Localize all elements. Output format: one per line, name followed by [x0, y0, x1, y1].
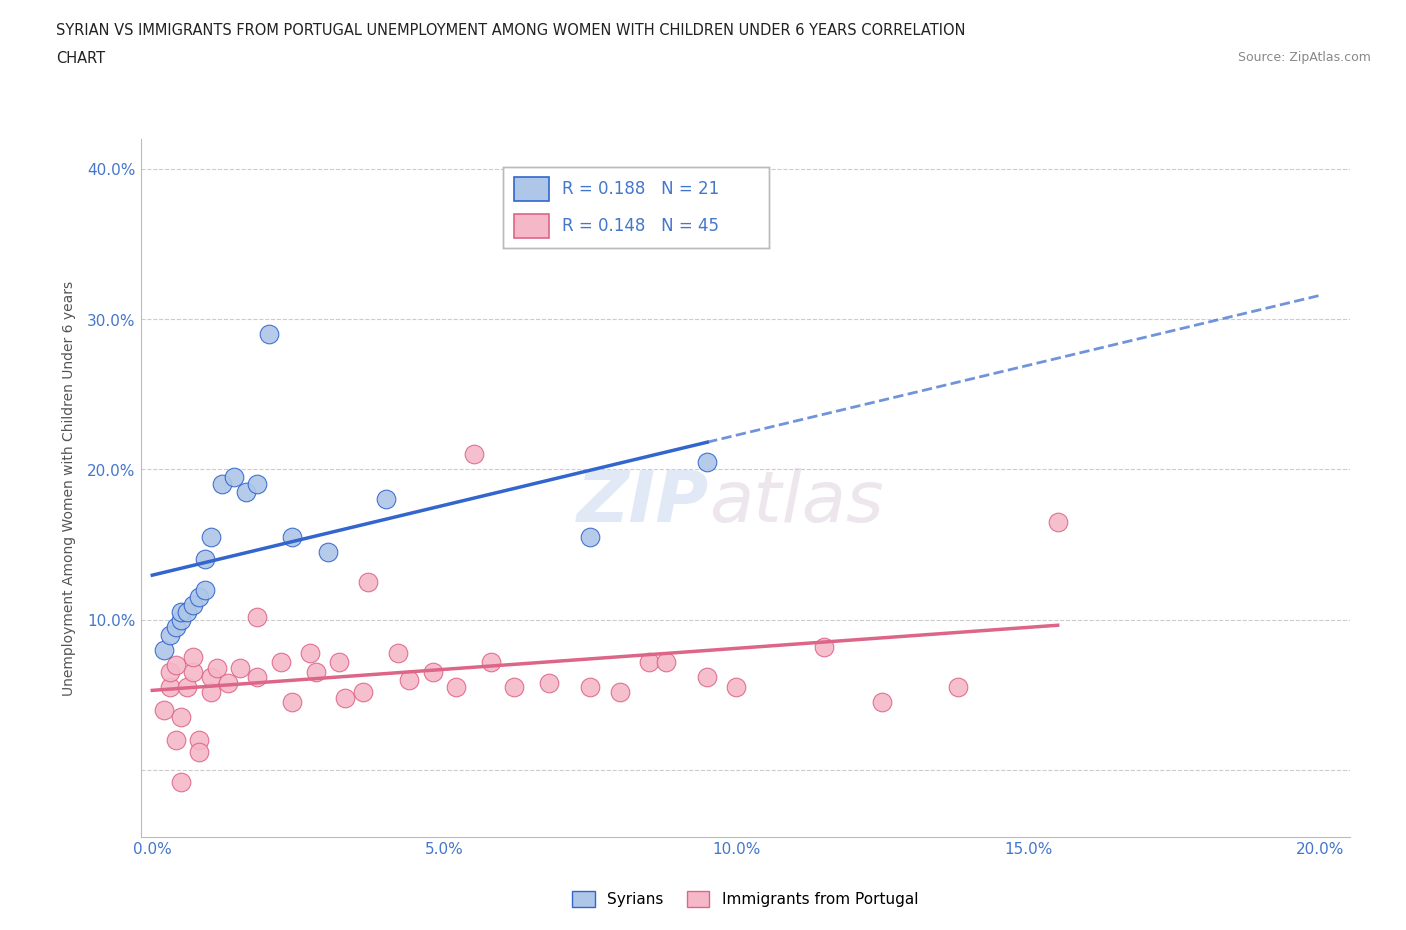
- Point: [159, 665, 181, 680]
- Point: [170, 604, 193, 619]
- Point: [159, 627, 181, 642]
- Point: [387, 645, 409, 660]
- Point: [257, 327, 280, 342]
- Point: [188, 744, 211, 759]
- Point: [298, 645, 321, 660]
- Point: [655, 654, 678, 669]
- Point: [170, 612, 193, 627]
- Point: [696, 669, 718, 684]
- Point: [170, 774, 193, 789]
- Point: [217, 675, 239, 690]
- Point: [503, 680, 526, 695]
- Point: [200, 529, 222, 544]
- Point: [725, 680, 748, 695]
- Point: [305, 665, 328, 680]
- Point: [205, 660, 228, 675]
- Point: [872, 695, 894, 710]
- Point: [235, 485, 257, 499]
- Point: [170, 710, 193, 724]
- Point: [194, 552, 217, 567]
- Point: [188, 732, 211, 747]
- Point: [165, 619, 187, 634]
- Text: Source: ZipAtlas.com: Source: ZipAtlas.com: [1237, 51, 1371, 64]
- Text: ZIP: ZIP: [576, 468, 709, 537]
- Y-axis label: Unemployment Among Women with Children Under 6 years: Unemployment Among Women with Children U…: [62, 281, 76, 696]
- Point: [181, 597, 204, 612]
- Point: [352, 684, 374, 699]
- Point: [188, 590, 211, 604]
- Point: [696, 455, 718, 470]
- Legend: Syrians, Immigrants from Portugal: Syrians, Immigrants from Portugal: [567, 884, 924, 913]
- Point: [422, 665, 444, 680]
- Point: [398, 672, 420, 687]
- Point: [153, 642, 176, 657]
- Point: [328, 654, 350, 669]
- Point: [165, 658, 187, 672]
- Point: [229, 660, 252, 675]
- Point: [357, 575, 380, 590]
- Point: [200, 669, 222, 684]
- Point: [316, 545, 339, 560]
- Point: [281, 529, 304, 544]
- Point: [165, 732, 187, 747]
- Point: [637, 654, 659, 669]
- Point: [270, 654, 292, 669]
- Point: [1046, 514, 1069, 529]
- Point: [159, 680, 181, 695]
- Point: [246, 669, 269, 684]
- Point: [200, 684, 222, 699]
- Point: [479, 654, 502, 669]
- Point: [246, 477, 269, 492]
- Point: [176, 604, 198, 619]
- Text: CHART: CHART: [56, 51, 105, 66]
- Text: SYRIAN VS IMMIGRANTS FROM PORTUGAL UNEMPLOYMENT AMONG WOMEN WITH CHILDREN UNDER : SYRIAN VS IMMIGRANTS FROM PORTUGAL UNEMP…: [56, 23, 966, 38]
- Text: atlas: atlas: [709, 468, 883, 537]
- Point: [176, 680, 198, 695]
- Point: [246, 609, 269, 624]
- Point: [813, 639, 835, 654]
- Point: [153, 702, 176, 717]
- Point: [538, 675, 561, 690]
- Point: [579, 680, 602, 695]
- Point: [181, 649, 204, 664]
- Point: [194, 582, 217, 597]
- Point: [333, 690, 356, 705]
- Point: [222, 470, 245, 485]
- Point: [579, 529, 602, 544]
- Point: [609, 684, 631, 699]
- Point: [181, 665, 204, 680]
- Point: [374, 492, 396, 507]
- Point: [948, 680, 970, 695]
- Point: [463, 447, 485, 462]
- Point: [444, 680, 467, 695]
- Point: [211, 477, 233, 492]
- Point: [281, 695, 304, 710]
